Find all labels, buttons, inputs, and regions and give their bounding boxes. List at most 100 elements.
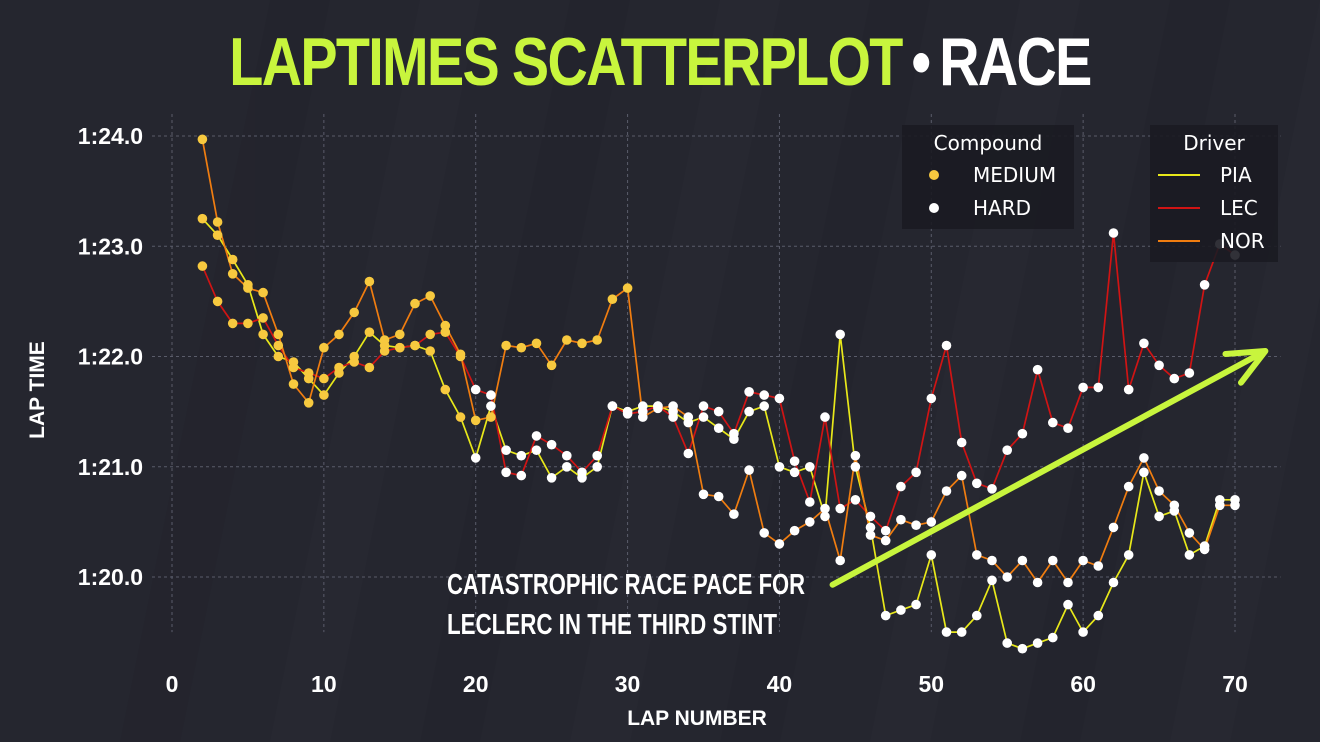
y-tick-label: 1:24.0: [78, 123, 143, 149]
y-tick-label: 1:20.0: [78, 564, 143, 590]
hard-point: [1017, 643, 1028, 654]
hard-point: [1017, 428, 1028, 439]
medium-point: [334, 362, 344, 373]
medium-point: [227, 269, 238, 279]
y-tick-label: 1:22.0: [78, 344, 143, 370]
medium-point: [455, 349, 466, 360]
medium-point: [349, 307, 360, 318]
medium-point: [303, 398, 314, 408]
hard-point: [592, 462, 602, 472]
hard-point: [1184, 528, 1195, 538]
medium-point: [197, 134, 208, 145]
hard-point: [622, 409, 633, 419]
hard-point: [638, 412, 648, 422]
x-tick-label: 60: [1070, 671, 1096, 697]
medium-point: [319, 342, 329, 353]
medium-point: [227, 254, 238, 265]
streak: [120, 0, 330, 742]
hard-point: [607, 401, 618, 411]
hard-point: [1002, 638, 1012, 648]
medium-point: [425, 346, 436, 356]
hard-point: [729, 428, 739, 439]
x-tick-label: 20: [463, 671, 489, 697]
annotation-text-line: CATASTROPHIC RACE PACE FOR: [447, 569, 805, 601]
medium-point: [379, 346, 390, 356]
hard-point: [486, 401, 496, 411]
series-points-nor: [197, 134, 1240, 588]
hard-point: [820, 503, 830, 514]
legend-driver: Driver PIA LEC NOR: [1150, 125, 1278, 262]
medium-point: [258, 329, 268, 340]
annotation-arrow-head: [1222, 347, 1269, 386]
medium-point: [197, 213, 208, 224]
hard-point: [911, 520, 921, 530]
title-separator: •: [911, 24, 932, 100]
hard-point: [941, 340, 952, 351]
hard-point: [577, 467, 587, 478]
hard-point: [698, 412, 709, 422]
medium-point: [212, 230, 223, 240]
medium-point: [410, 298, 420, 309]
hard-point: [850, 450, 861, 461]
hard-point: [911, 467, 921, 478]
hard-point: [1184, 368, 1195, 378]
hard-point: [683, 448, 694, 459]
hard-point: [1139, 338, 1149, 349]
legend-marker-medium: [929, 170, 939, 180]
hard-point: [835, 503, 845, 514]
hard-point: [1169, 373, 1180, 384]
hard-point: [835, 329, 845, 340]
hard-point: [1154, 360, 1164, 371]
medium-point: [395, 329, 405, 340]
x-tick-label: 40: [767, 671, 793, 697]
hard-point: [850, 495, 861, 505]
hard-point: [865, 522, 876, 533]
medium-point: [470, 415, 481, 426]
streak: [720, 0, 930, 742]
x-axis-label: LAP NUMBER: [627, 707, 767, 730]
streak: [1170, 0, 1320, 742]
hard-point: [1199, 544, 1210, 555]
y-axis-label: LAP TIME: [26, 341, 49, 439]
medium-point: [440, 320, 451, 331]
hard-point: [1230, 500, 1240, 511]
hard-point: [562, 462, 572, 472]
hard-point: [850, 462, 861, 472]
hard-point: [789, 525, 800, 536]
hard-point: [1078, 382, 1088, 393]
legend-label-pia: PIA: [1220, 163, 1252, 187]
medium-point: [364, 327, 375, 338]
medium-point: [440, 327, 451, 338]
hard-point: [668, 401, 678, 411]
hard-point: [956, 627, 967, 637]
hard-point: [865, 511, 876, 522]
hard-point: [956, 437, 967, 448]
hard-point: [501, 445, 511, 456]
hard-point: [926, 393, 937, 404]
hard-point: [972, 478, 982, 489]
hard-point: [470, 384, 481, 395]
hard-point: [1093, 610, 1104, 621]
medium-point: [243, 283, 253, 293]
hard-point: [805, 497, 815, 507]
medium-point: [273, 329, 284, 340]
hard-point: [1123, 550, 1134, 560]
medium-point: [212, 217, 223, 227]
hard-point: [941, 486, 952, 496]
hard-point: [941, 627, 952, 637]
legend-compound-title: Compound: [934, 131, 1043, 155]
hard-point: [1032, 638, 1043, 648]
hard-point: [1108, 577, 1119, 588]
medium-point: [486, 412, 496, 422]
hard-point: [1063, 577, 1073, 588]
hard-point: [896, 514, 906, 525]
hard-point: [805, 462, 815, 472]
medium-point: [425, 291, 436, 301]
hard-point: [470, 453, 481, 463]
medium-point: [334, 329, 344, 340]
hard-point: [713, 491, 724, 502]
hard-point: [1199, 280, 1210, 290]
hard-point: [1002, 572, 1012, 582]
hard-point: [865, 530, 876, 540]
